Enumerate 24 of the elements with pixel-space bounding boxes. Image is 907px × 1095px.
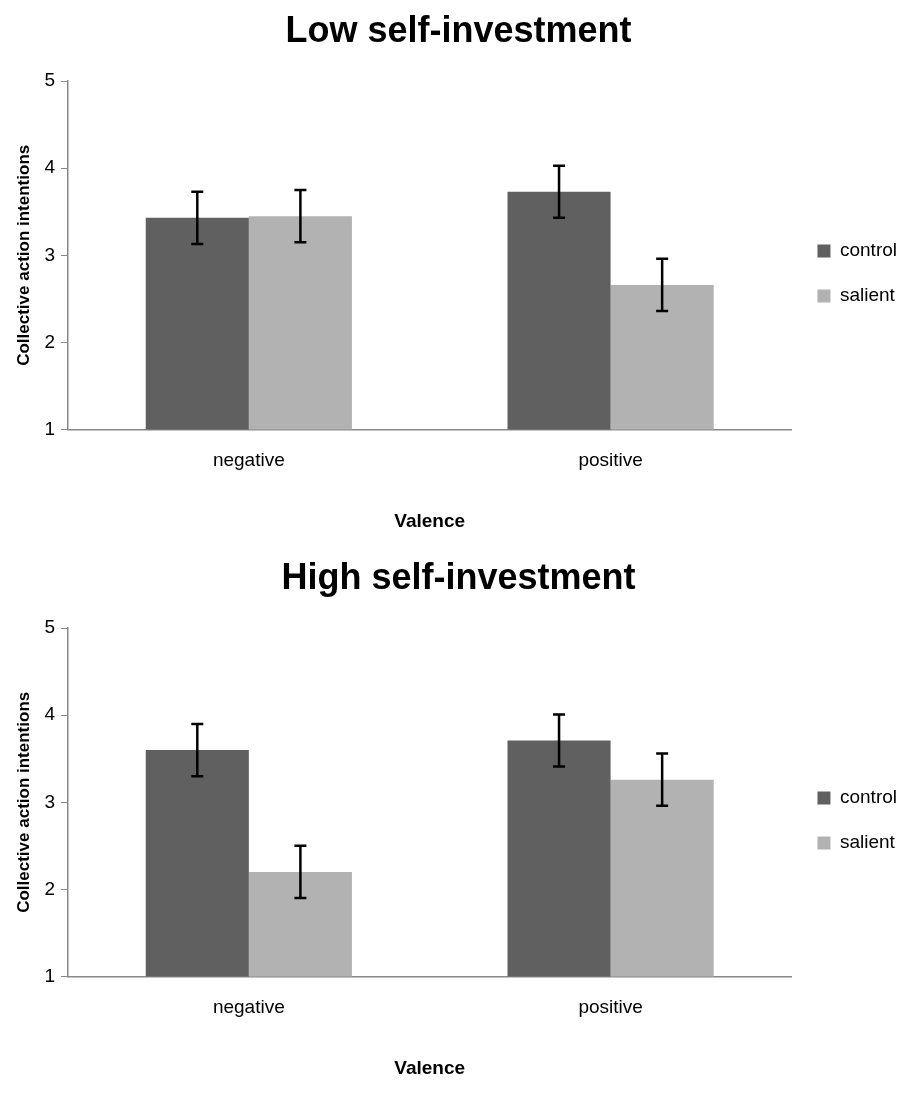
y-tick-label: 3: [44, 243, 55, 265]
y-tick-label: 5: [44, 616, 55, 638]
x-axis-title: Valence: [394, 509, 466, 531]
y-tick-label: 1: [44, 964, 55, 986]
legend-label: salient: [839, 284, 896, 306]
legend-label: control: [839, 786, 897, 808]
x-tick-label: positive: [578, 996, 643, 1018]
y-tick-label: 2: [44, 877, 55, 899]
y-axis-title: Collective action intentions: [13, 691, 33, 913]
legend-label: salient: [839, 831, 896, 853]
x-tick-label: negative: [212, 996, 285, 1018]
x-tick-label: positive: [578, 449, 643, 471]
y-tick-label: 5: [44, 69, 55, 91]
x-axis-title: Valence: [394, 1056, 466, 1078]
chart-title: High self-investment: [281, 555, 636, 597]
y-tick-label: 1: [44, 417, 55, 439]
x-tick-label: negative: [212, 449, 285, 471]
y-tick-label: 3: [44, 790, 55, 812]
y-tick-label: 4: [44, 703, 56, 725]
y-tick-label: 2: [44, 330, 55, 352]
chart-title: Low self-investment: [285, 8, 632, 50]
legend-label: control: [839, 239, 897, 261]
y-axis-title: Collective action intentions: [13, 144, 33, 366]
y-tick-label: 4: [44, 156, 56, 178]
